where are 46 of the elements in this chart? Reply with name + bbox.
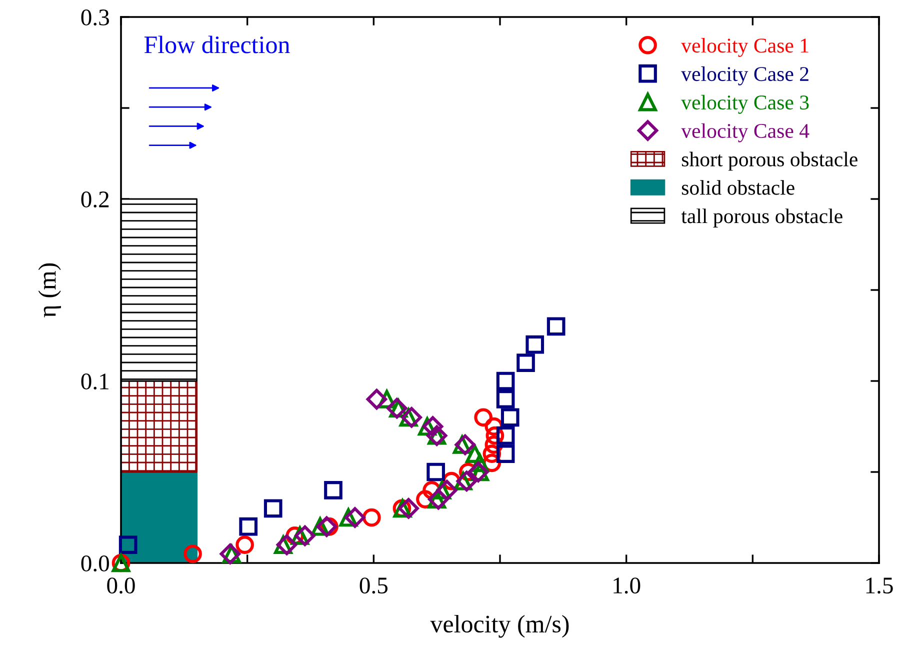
point: [474, 408, 492, 427]
legend-label: solid obstacle: [682, 180, 794, 195]
point: [456, 470, 478, 492]
point: [362, 508, 381, 527]
point: [118, 536, 138, 554]
y-axis-title: η (m): [38, 263, 61, 318]
y-tick-label: 0.1: [81, 373, 108, 390]
y-tick-label: 0.3: [81, 9, 109, 26]
x-tick-label: 0.0: [107, 578, 135, 594]
legend-label: velocity Case 2: [681, 66, 808, 86]
legend-label: velocity Case 3: [681, 94, 809, 114]
annotation: Flow direction: [144, 36, 290, 54]
legend-label: velocity Case 4: [681, 123, 810, 142]
point: [526, 335, 544, 354]
x-tick-label: 1.0: [614, 578, 640, 594]
point: [236, 536, 254, 554]
y-tick-label: 0.2: [81, 191, 109, 208]
legend-label: velocity Case 1: [681, 38, 808, 57]
point: [496, 372, 515, 390]
point: [344, 507, 366, 528]
point: [500, 408, 520, 427]
point: [422, 416, 444, 437]
x-axis-title: velocity (m/s): [430, 614, 569, 638]
legend-label: tall porous obstacle: [681, 208, 842, 228]
point: [454, 434, 476, 456]
point: [466, 444, 484, 463]
point: [401, 407, 422, 428]
x-tick-label: 0.5: [360, 578, 388, 594]
point: [264, 499, 282, 518]
point: [496, 444, 515, 463]
point: [366, 388, 388, 410]
point: [426, 462, 445, 482]
x-tick-label: 1.5: [866, 578, 893, 594]
point: [496, 426, 515, 445]
point: [276, 534, 298, 556]
point: [184, 544, 202, 564]
point: [294, 525, 316, 546]
point: [436, 480, 458, 501]
point: [239, 517, 258, 536]
legend-label: short porous obstacle: [682, 152, 858, 171]
point: [496, 390, 515, 408]
point: [516, 354, 535, 372]
point: [324, 481, 342, 500]
y-tick-label: 0.0: [81, 555, 109, 572]
point: [546, 317, 566, 336]
point: [316, 516, 338, 537]
